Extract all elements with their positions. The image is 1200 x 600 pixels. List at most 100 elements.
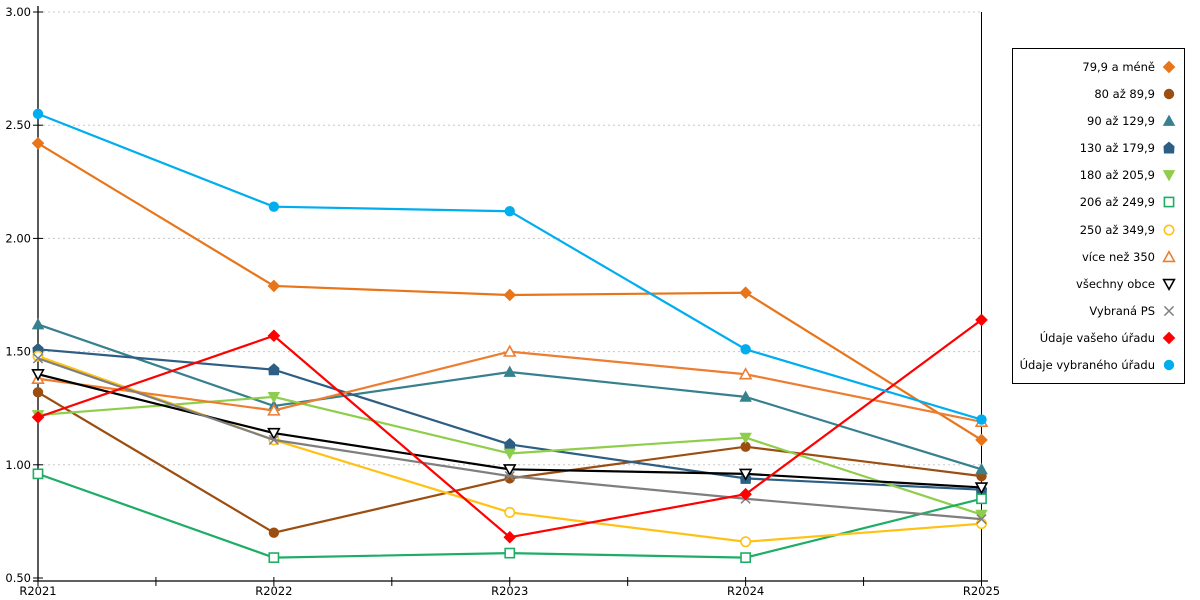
diamond-marker-icon	[739, 487, 752, 501]
diamond-marker-icon	[267, 279, 281, 293]
legend-item: 90 až 129,9	[1017, 108, 1178, 134]
legend-item: 79,9 a méně	[1017, 54, 1178, 80]
legend-label: Vybraná PS	[1089, 303, 1155, 318]
diamond-marker-icon	[31, 410, 45, 424]
x-marker-icon	[976, 514, 987, 525]
diamond-marker-icon	[975, 433, 988, 447]
diamond-marker-icon	[267, 329, 281, 343]
legend-item: Vybraná PS	[1017, 298, 1178, 324]
triangle-up-marker-icon	[739, 390, 752, 402]
legend-item: 206 až 249,9	[1017, 189, 1178, 215]
triangle-down-marker-icon	[974, 482, 989, 495]
triangle-up-marker-icon	[1162, 114, 1176, 126]
legend-label: 180 až 205,9	[1079, 168, 1155, 183]
diamond-marker-icon	[739, 286, 752, 300]
circle-marker-icon	[504, 206, 515, 217]
circle-marker-icon	[32, 108, 44, 120]
triangle-down-marker-icon	[975, 509, 988, 522]
legend-marker	[1162, 60, 1176, 73]
legend-label: Údaje vybraného úřadu	[1019, 358, 1155, 373]
circle-marker-icon	[1163, 88, 1175, 99]
square-marker-icon	[1163, 196, 1175, 208]
diamond-marker-icon	[503, 288, 517, 302]
legend-marker	[1162, 331, 1176, 345]
legend-label: Údaje vašeho úřadu	[1039, 331, 1155, 346]
triangle-down-marker-icon	[267, 391, 281, 404]
triangle-up-marker-icon	[502, 344, 517, 357]
legend-item: 250 až 349,9	[1017, 217, 1178, 243]
legend: 79,9 a méně 80 až 89,9 90 až 129,9 130 až 1…	[1012, 48, 1185, 384]
circle-marker-icon	[976, 414, 987, 425]
triangle-down-marker-icon	[1162, 278, 1176, 291]
circle-marker-icon	[268, 527, 280, 538]
diamond-marker-icon	[31, 137, 45, 150]
y-tick-label: 0.50	[5, 571, 31, 585]
triangle-down-marker-icon	[738, 468, 753, 481]
diamond-marker-icon	[1162, 331, 1176, 345]
diamond-marker-icon	[975, 313, 988, 327]
x-tick-label: R2022	[255, 584, 292, 598]
triangle-down-marker-icon	[502, 464, 517, 477]
triangle-up-marker-icon	[503, 365, 516, 377]
circle-marker-icon	[975, 518, 987, 530]
legend-label: 130 až 179,9	[1079, 141, 1155, 156]
x-tick-label: R2023	[491, 584, 528, 598]
x-tick-label: R2025	[963, 584, 1000, 598]
legend-label: 80 až 89,9	[1094, 86, 1155, 101]
circle-marker-icon	[1163, 224, 1175, 236]
triangle-down-marker-icon	[503, 448, 516, 460]
square-marker-icon	[268, 552, 280, 564]
legend-marker	[1162, 278, 1176, 291]
triangle-up-marker-icon	[1162, 249, 1176, 262]
legend-item: 180 až 205,9	[1017, 162, 1178, 188]
triangle-up-marker-icon	[738, 367, 753, 380]
legend-marker	[1163, 141, 1175, 154]
circle-marker-icon	[504, 506, 516, 518]
legend-label: více než 350	[1081, 249, 1155, 264]
y-tick-label: 2.00	[5, 231, 31, 245]
triangle-down-marker-icon	[267, 427, 281, 441]
triangle-down-marker-icon	[31, 369, 45, 382]
legend-item: Údaje vašeho úřadu	[1017, 325, 1178, 351]
triangle-down-marker-icon	[1162, 170, 1176, 182]
legend-marker	[1162, 114, 1176, 126]
legend-item: 130 až 179,9	[1017, 135, 1178, 161]
y-tick-label: 2.50	[5, 118, 31, 132]
legend-item: Údaje vybraného úřadu	[1017, 352, 1178, 378]
square-marker-icon	[740, 552, 752, 564]
circle-marker-icon	[740, 344, 751, 355]
x-marker-icon	[1163, 305, 1175, 317]
square-marker-icon	[976, 493, 987, 505]
legend-marker	[1162, 249, 1176, 262]
legend-item: 80 až 89,9	[1017, 81, 1178, 107]
pentagon-marker-icon	[268, 363, 280, 376]
legend-marker	[1163, 305, 1175, 317]
legend-marker	[1162, 170, 1176, 182]
circle-marker-icon	[268, 201, 280, 212]
legend-label: 206 až 249,9	[1079, 195, 1155, 210]
triangle-down-marker-icon	[739, 432, 752, 445]
legend-label: všechny obce	[1076, 276, 1155, 291]
y-tick-label: 1.50	[5, 345, 31, 359]
pentagon-marker-icon	[504, 437, 516, 450]
triangle-up-marker-icon	[31, 317, 45, 330]
circle-marker-icon	[740, 536, 752, 548]
x-tick-label: R2024	[727, 584, 764, 598]
circle-marker-icon	[1163, 360, 1175, 371]
legend-marker	[1163, 196, 1175, 208]
legend-item: všechny obce	[1017, 271, 1178, 297]
diamond-marker-icon	[1162, 60, 1176, 73]
y-tick-label: 3.00	[5, 5, 31, 19]
diamond-marker-icon	[503, 530, 517, 544]
square-marker-icon	[32, 468, 44, 480]
legend-label: 250 až 349,9	[1079, 222, 1155, 237]
x-marker-icon	[268, 434, 280, 446]
legend-label: 90 až 129,9	[1087, 113, 1155, 128]
legend-marker	[1163, 88, 1175, 99]
pentagon-marker-icon	[1163, 141, 1175, 154]
x-tick-label: R2021	[19, 584, 56, 598]
y-tick-label: 1.00	[5, 458, 31, 472]
legend-marker	[1163, 360, 1175, 371]
